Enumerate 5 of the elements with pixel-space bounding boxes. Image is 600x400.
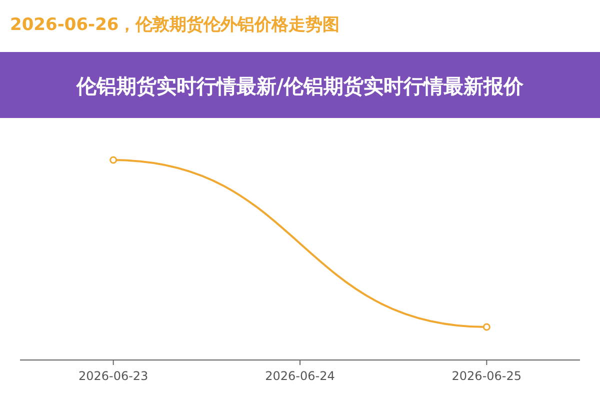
chart-subtitle: 伦铝期货实时行情最新/伦铝期货实时行情最新报价 xyxy=(75,74,525,98)
x-tick-label: 2026-06-23 xyxy=(78,369,148,383)
x-tick-label: 2026-06-25 xyxy=(452,369,522,383)
x-tick-label: 2026-06-24 xyxy=(265,369,335,383)
chart-title: 2026-06-26，伦敦期货伦外铝价格走势图 xyxy=(10,15,340,35)
